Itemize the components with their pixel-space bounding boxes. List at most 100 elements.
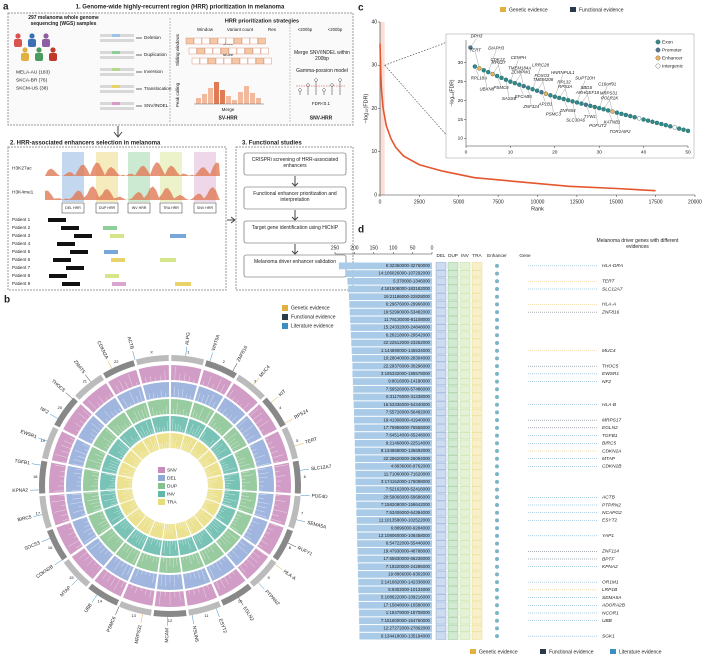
person-body	[35, 53, 43, 61]
region-label: 6:28218000-29542000	[386, 332, 431, 337]
gene-label: MRPS31	[134, 624, 144, 644]
x-tick-label: 10	[508, 149, 514, 155]
sv-cell	[472, 455, 482, 462]
region-label: 6:31176000-31338000	[386, 394, 430, 399]
chromosome	[136, 355, 169, 365]
sv-cell	[436, 347, 446, 354]
y-tick-label: 20	[458, 98, 464, 104]
track-ring	[171, 365, 201, 384]
region-label: 6:32360000-32760000	[386, 263, 431, 268]
study-text: CRISPRi screening of HRR-associated enha…	[246, 157, 344, 169]
gene-tick	[275, 564, 282, 569]
chrom-label: 2	[223, 359, 226, 364]
point-label: UBXN8	[479, 86, 494, 91]
sv-cell	[460, 401, 470, 408]
region-label: 6:29676000-29966000	[386, 302, 431, 307]
sv-segment	[160, 258, 176, 262]
sv-cell	[460, 517, 470, 524]
point-label: LRRC28	[532, 62, 549, 67]
sv-segment	[53, 258, 71, 262]
track-swatch	[158, 499, 165, 505]
gene-label: SOCS3	[24, 540, 42, 552]
column-header: DUP	[448, 253, 458, 258]
sv-cell	[436, 556, 446, 563]
track-ring	[143, 382, 169, 400]
sv-cell	[448, 494, 458, 501]
gene-tick	[300, 469, 309, 470]
sv-cell	[460, 540, 470, 547]
point	[611, 110, 615, 114]
region-label: 12:27272000-27862000	[383, 626, 430, 631]
sv-cell	[460, 278, 470, 285]
person-body	[21, 53, 29, 61]
chrom-label: 21	[83, 378, 88, 383]
sv-type: SNV/INDEL	[144, 103, 169, 108]
sv-cell	[472, 517, 482, 524]
track-ring	[238, 492, 257, 515]
row-label: Sliding windows	[175, 33, 180, 66]
sv-cell	[472, 625, 482, 632]
x-tick-label: 50	[410, 245, 416, 251]
gene-label: SGK1	[602, 633, 615, 639]
window-cell	[200, 58, 208, 64]
sv-cell	[448, 533, 458, 540]
sv-segment	[111, 258, 125, 262]
sv-cell	[448, 548, 458, 555]
sv-cell	[460, 594, 470, 601]
column-header: Enhancer	[487, 253, 507, 258]
point-label: SLC30A6	[566, 117, 585, 122]
sv-segment	[62, 282, 80, 286]
region-label: 6:134418000-135194000	[381, 633, 431, 638]
sv-cell	[448, 463, 458, 470]
point-label: AP1B1	[538, 101, 553, 106]
track-label: SNV	[167, 467, 178, 473]
lollipop-head	[299, 89, 302, 92]
region-label: 11:78130000-81108000	[384, 317, 431, 322]
gene-label: KPNA2	[602, 564, 618, 570]
point	[553, 95, 557, 99]
hrr-label: SNV-HRR	[310, 115, 333, 121]
sv-type: Inversion	[144, 69, 163, 74]
chrom-icon	[100, 56, 134, 59]
gene-label: EGLN2	[241, 606, 255, 623]
sv-cell	[436, 617, 446, 624]
legend-label: Promoter	[662, 47, 682, 53]
sv-segment	[70, 250, 88, 254]
enhancer-dot	[495, 480, 499, 484]
sv-cell	[448, 401, 458, 408]
region-label: 7:158208000-158642000	[381, 502, 431, 507]
sv-cell	[472, 386, 482, 393]
track-bar	[177, 541, 178, 546]
enhancer-dot	[495, 464, 499, 468]
gene-label: ALPG	[184, 332, 192, 346]
enhancer-dot	[495, 302, 499, 306]
x-tick-label: 12500	[570, 199, 584, 205]
panel-label: a	[3, 2, 9, 13]
study-text-box: Melanoma driver enhancer validation	[246, 259, 344, 277]
enhancer-dot	[495, 341, 499, 345]
gene-tick	[301, 495, 310, 496]
window-cell	[202, 38, 210, 44]
point	[650, 120, 654, 124]
sv-cell	[436, 517, 446, 524]
point	[508, 80, 512, 84]
point	[495, 74, 499, 78]
x-tick-label: 250	[331, 245, 340, 251]
enhancer-dot	[495, 572, 499, 576]
track-ring	[66, 493, 86, 520]
track-label: INV	[167, 491, 176, 497]
sv-cell	[448, 617, 458, 624]
legend-label: Literature evidence	[291, 323, 334, 329]
sv-cell	[448, 571, 458, 578]
point-label: DIAPH3	[488, 45, 504, 50]
column-header: DEL	[437, 253, 446, 258]
chrom-label: X	[150, 349, 153, 354]
x-tick-label: 20000	[688, 199, 702, 205]
sv-cell	[460, 625, 470, 632]
x-tick-label: 150	[370, 245, 379, 251]
region-label: 5:370000-1346000	[393, 278, 430, 283]
gene-tick	[258, 583, 264, 590]
legend-label: Intergenic	[662, 63, 684, 69]
sv-cell	[472, 610, 482, 617]
